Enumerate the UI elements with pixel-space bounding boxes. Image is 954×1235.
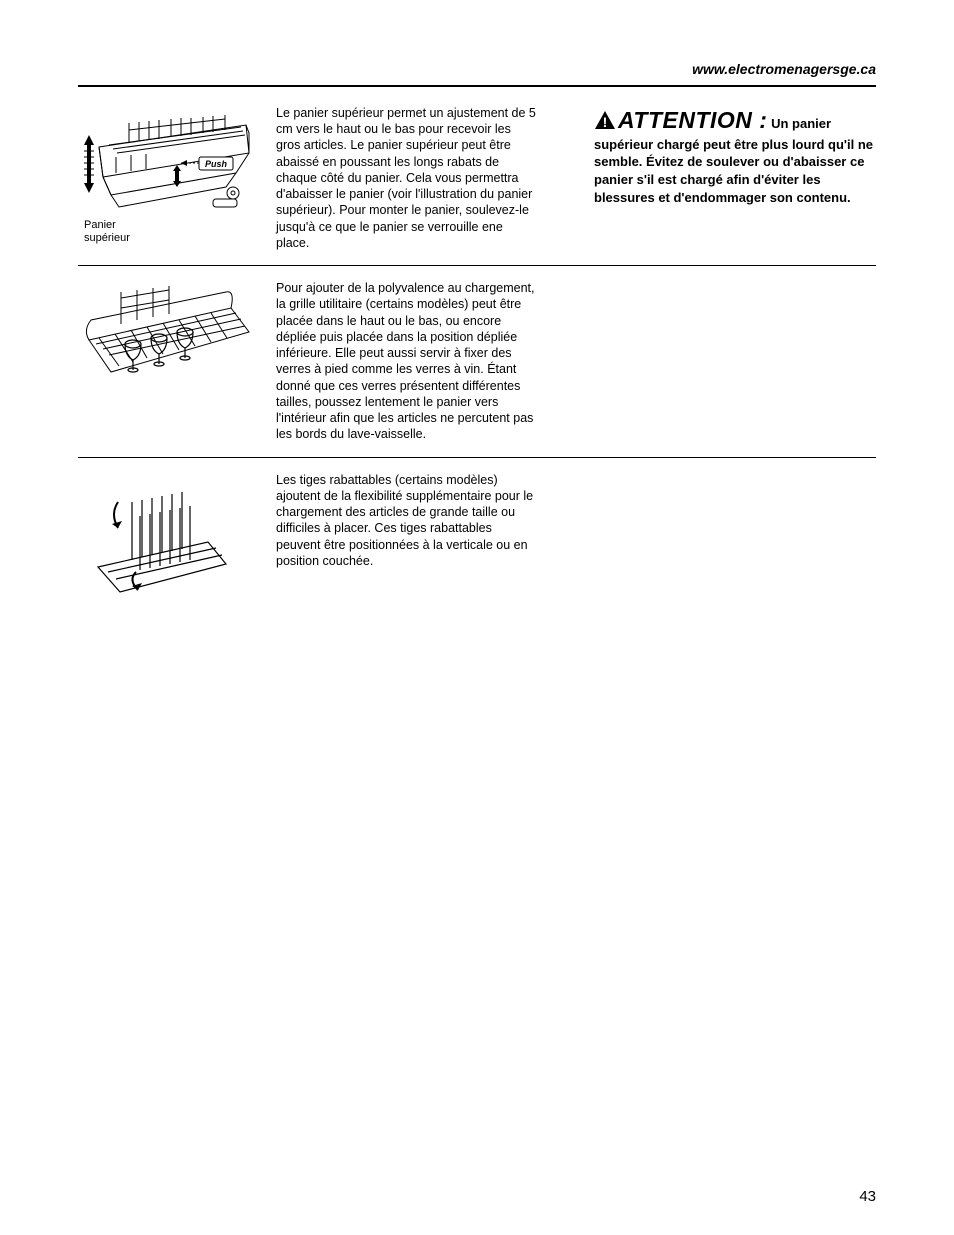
attention-title: ATTENTION : bbox=[618, 107, 767, 133]
section-upper-rack: Push Panier bbox=[78, 105, 876, 266]
illustration-tines-col bbox=[78, 472, 258, 602]
fold-tines-illustration bbox=[88, 472, 248, 602]
attention-block: ! ATTENTION : Un panier supérieur chargé… bbox=[554, 105, 876, 251]
svg-text:Push: Push bbox=[204, 159, 227, 169]
upper-rack-illustration: Push bbox=[81, 105, 256, 225]
header-url: www.electromenagersge.ca bbox=[78, 60, 876, 79]
section3-right-empty bbox=[554, 472, 876, 602]
utility-grid-illustration bbox=[81, 280, 256, 400]
illustration-utility-col bbox=[78, 280, 258, 443]
warning-icon: ! bbox=[594, 110, 616, 135]
section2-body: Pour ajouter de la polyvalence au charge… bbox=[276, 280, 536, 443]
section1-body: Le panier supérieur permet un ajustement… bbox=[276, 105, 536, 251]
upper-rack-caption: Panier supérieur bbox=[84, 219, 130, 245]
header-divider bbox=[78, 85, 876, 87]
caption-line2: supérieur bbox=[84, 232, 130, 244]
section-utility-grid: Pour ajouter de la polyvalence au charge… bbox=[78, 280, 876, 458]
section-fold-tines: Les tiges rabattables (certains modèles)… bbox=[78, 472, 876, 616]
section2-right-empty bbox=[554, 280, 876, 443]
section3-body: Les tiges rabattables (certains modèles)… bbox=[276, 472, 536, 602]
caption-line1: Panier bbox=[84, 219, 116, 231]
page-number: 43 bbox=[859, 1187, 876, 1207]
illustration-upper-rack-col: Push Panier bbox=[78, 105, 258, 251]
svg-text:!: ! bbox=[603, 114, 608, 130]
